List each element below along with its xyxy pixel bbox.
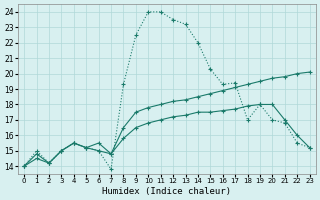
X-axis label: Humidex (Indice chaleur): Humidex (Indice chaleur) bbox=[102, 187, 231, 196]
